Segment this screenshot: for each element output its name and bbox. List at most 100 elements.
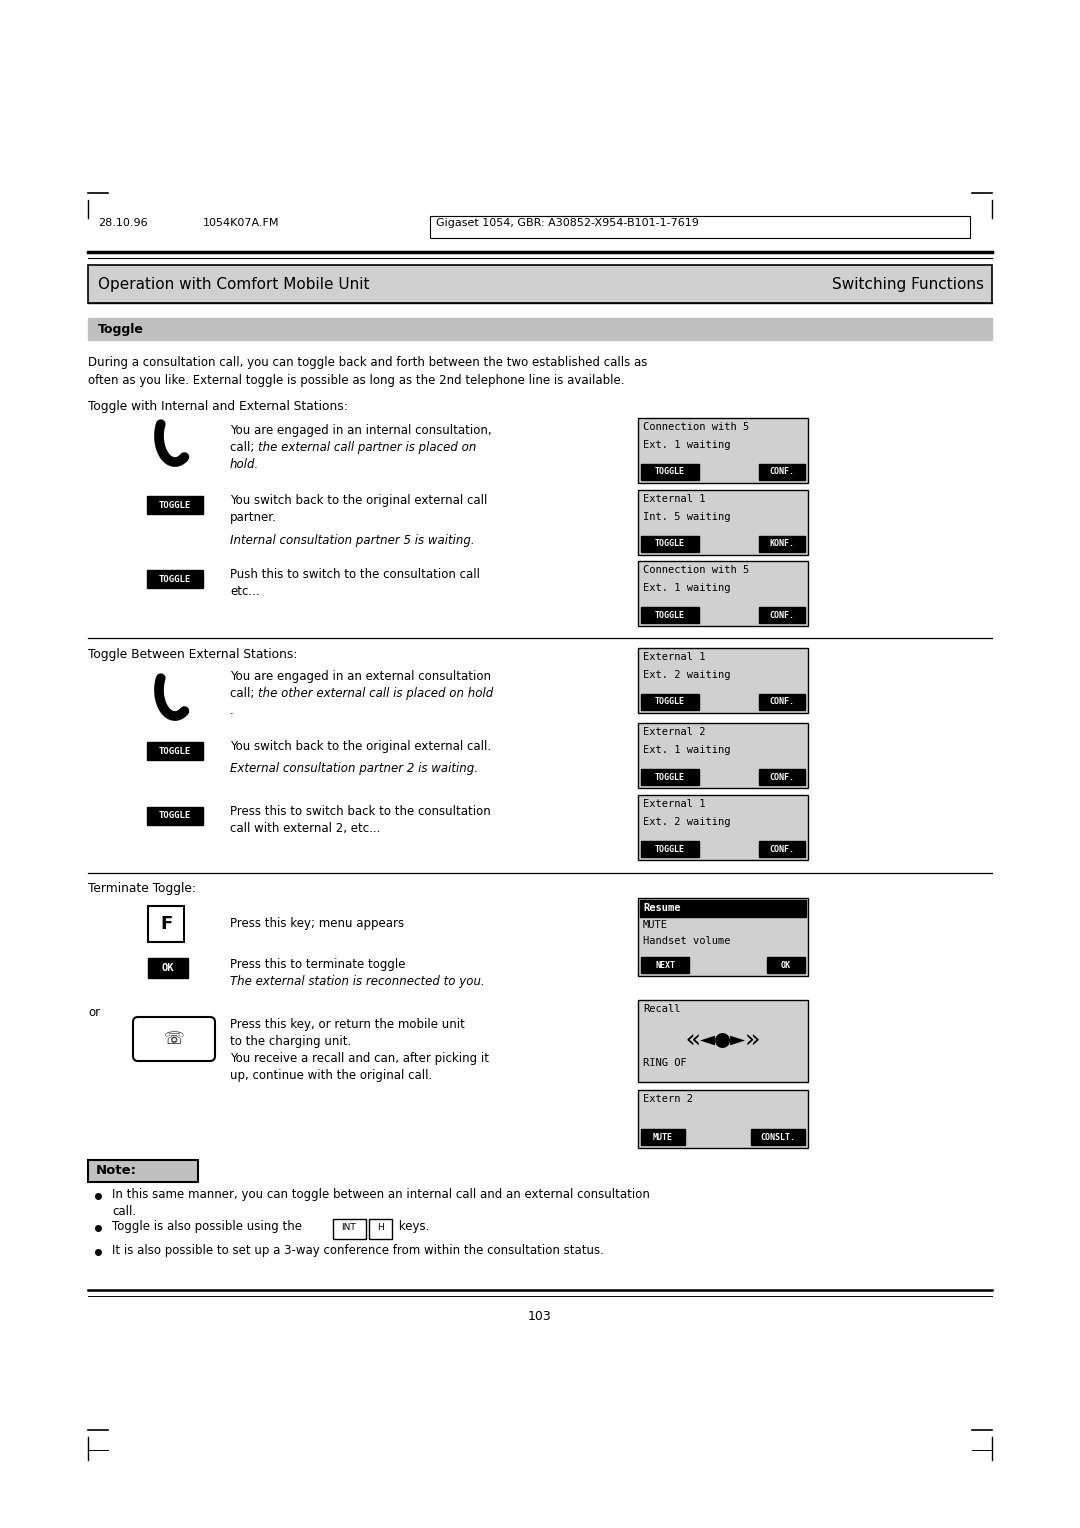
- Text: CONF.: CONF.: [769, 611, 795, 619]
- Text: Ext. 1 waiting: Ext. 1 waiting: [643, 584, 730, 593]
- Text: ☏: ☏: [164, 1030, 185, 1048]
- Bar: [759, 536, 805, 552]
- Text: You switch back to the original external call.: You switch back to the original external…: [230, 740, 491, 753]
- Bar: [638, 898, 808, 976]
- Bar: [638, 1089, 808, 1148]
- Text: CONF.: CONF.: [769, 845, 795, 854]
- Bar: [638, 795, 808, 860]
- Bar: [147, 807, 203, 825]
- Text: TOGGLE: TOGGLE: [654, 773, 685, 781]
- Text: the other external call is placed on hold: the other external call is placed on hol…: [258, 688, 494, 700]
- Bar: [430, 215, 970, 238]
- Bar: [87, 1160, 198, 1183]
- Text: Ext. 2 waiting: Ext. 2 waiting: [643, 669, 730, 680]
- Text: TOGGLE: TOGGLE: [654, 697, 685, 706]
- Text: OK: OK: [162, 963, 174, 973]
- Text: External 1: External 1: [643, 799, 705, 808]
- Text: TOGGLE: TOGGLE: [654, 539, 685, 549]
- Text: You are engaged in an internal consultation,: You are engaged in an internal consultat…: [230, 423, 491, 437]
- Text: hold.: hold.: [230, 458, 259, 471]
- Text: Toggle is also possible using the: Toggle is also possible using the: [112, 1219, 306, 1233]
- Bar: [640, 900, 806, 917]
- Text: Ext. 1 waiting: Ext. 1 waiting: [643, 746, 730, 755]
- Text: In this same manner, you can toggle between an internal call and an external con: In this same manner, you can toggle betw…: [112, 1187, 650, 1201]
- Text: External 1: External 1: [643, 652, 705, 662]
- Text: TOGGLE: TOGGLE: [654, 468, 685, 477]
- Text: Toggle: Toggle: [98, 322, 144, 336]
- Text: 103: 103: [528, 1309, 552, 1323]
- Text: Press this key; menu appears: Press this key; menu appears: [230, 917, 404, 931]
- Text: External 2: External 2: [643, 727, 705, 736]
- Text: to the charging unit.: to the charging unit.: [230, 1034, 351, 1048]
- Text: Extern 2: Extern 2: [643, 1094, 693, 1105]
- Text: 1054K07A.FM: 1054K07A.FM: [203, 219, 280, 228]
- Text: call;: call;: [230, 688, 258, 700]
- Bar: [642, 536, 699, 552]
- Text: Int. 5 waiting: Int. 5 waiting: [643, 512, 730, 523]
- Bar: [759, 694, 805, 711]
- Bar: [148, 958, 188, 978]
- Bar: [638, 648, 808, 714]
- Text: INT: INT: [341, 1224, 356, 1233]
- Bar: [638, 999, 808, 1082]
- Text: CONF.: CONF.: [769, 697, 795, 706]
- Text: call;: call;: [230, 442, 258, 454]
- Text: MUTE: MUTE: [643, 920, 669, 931]
- Text: Operation with Comfort Mobile Unit: Operation with Comfort Mobile Unit: [98, 277, 369, 292]
- Text: or: or: [87, 1005, 100, 1019]
- Text: Handset volume: Handset volume: [643, 937, 730, 946]
- Text: up, continue with the original call.: up, continue with the original call.: [230, 1070, 432, 1082]
- Text: «◄●►»: «◄●►»: [686, 1028, 760, 1051]
- Text: You receive a recall and can, after picking it: You receive a recall and can, after pick…: [230, 1051, 489, 1065]
- Text: During a consultation call, you can toggle back and forth between the two establ: During a consultation call, you can togg…: [87, 356, 647, 368]
- Text: TOGGLE: TOGGLE: [654, 845, 685, 854]
- Text: Ext. 1 waiting: Ext. 1 waiting: [643, 440, 730, 451]
- Text: Recall: Recall: [643, 1004, 680, 1015]
- Bar: [87, 264, 993, 303]
- Text: The external station is reconnected to you.: The external station is reconnected to y…: [230, 975, 485, 989]
- FancyBboxPatch shape: [133, 1018, 215, 1060]
- Text: Ext. 2 waiting: Ext. 2 waiting: [643, 817, 730, 827]
- Text: CONSLT.: CONSLT.: [760, 1132, 796, 1141]
- Bar: [759, 769, 805, 785]
- Bar: [147, 570, 203, 588]
- Bar: [751, 1129, 805, 1144]
- Text: Push this to switch to the consultation call: Push this to switch to the consultation …: [230, 568, 480, 581]
- FancyBboxPatch shape: [333, 1218, 365, 1239]
- Text: OK: OK: [781, 961, 791, 969]
- Text: You are engaged in an external consultation: You are engaged in an external consultat…: [230, 669, 491, 683]
- Text: TOGGLE: TOGGLE: [159, 501, 191, 509]
- Text: Internal consultation partner 5 is waiting.: Internal consultation partner 5 is waiti…: [230, 533, 474, 547]
- Text: H: H: [377, 1224, 383, 1233]
- Text: Terminate Toggle:: Terminate Toggle:: [87, 882, 195, 895]
- Text: .: .: [230, 704, 233, 717]
- Text: Toggle Between External Stations:: Toggle Between External Stations:: [87, 648, 297, 662]
- Text: Note:: Note:: [96, 1164, 137, 1178]
- Text: CONF.: CONF.: [769, 773, 795, 781]
- Text: Connection with 5: Connection with 5: [643, 565, 750, 575]
- Text: Gigaset 1054, GBR: A30852-X954-B101-1-7619: Gigaset 1054, GBR: A30852-X954-B101-1-76…: [436, 219, 699, 228]
- Text: call with external 2, etc...: call with external 2, etc...: [230, 822, 380, 834]
- Text: TOGGLE: TOGGLE: [654, 611, 685, 619]
- Bar: [642, 694, 699, 711]
- Bar: [638, 419, 808, 483]
- Text: TOGGLE: TOGGLE: [159, 575, 191, 584]
- Text: CONF.: CONF.: [769, 468, 795, 477]
- Text: KONF.: KONF.: [769, 539, 795, 549]
- Bar: [638, 490, 808, 555]
- Text: Connection with 5: Connection with 5: [643, 422, 750, 432]
- Bar: [148, 906, 184, 941]
- Text: Resume: Resume: [643, 903, 680, 914]
- Bar: [638, 723, 808, 788]
- Bar: [147, 497, 203, 513]
- Text: TOGGLE: TOGGLE: [159, 811, 191, 821]
- Text: Press this to terminate toggle: Press this to terminate toggle: [230, 958, 405, 970]
- Bar: [147, 743, 203, 759]
- Bar: [642, 957, 689, 973]
- FancyBboxPatch shape: [368, 1218, 391, 1239]
- Bar: [642, 769, 699, 785]
- Text: Press this key, or return the mobile unit: Press this key, or return the mobile uni…: [230, 1018, 464, 1031]
- Bar: [759, 840, 805, 857]
- Text: It is also possible to set up a 3-way conference from within the consultation st: It is also possible to set up a 3-way co…: [112, 1244, 604, 1258]
- Bar: [642, 1129, 685, 1144]
